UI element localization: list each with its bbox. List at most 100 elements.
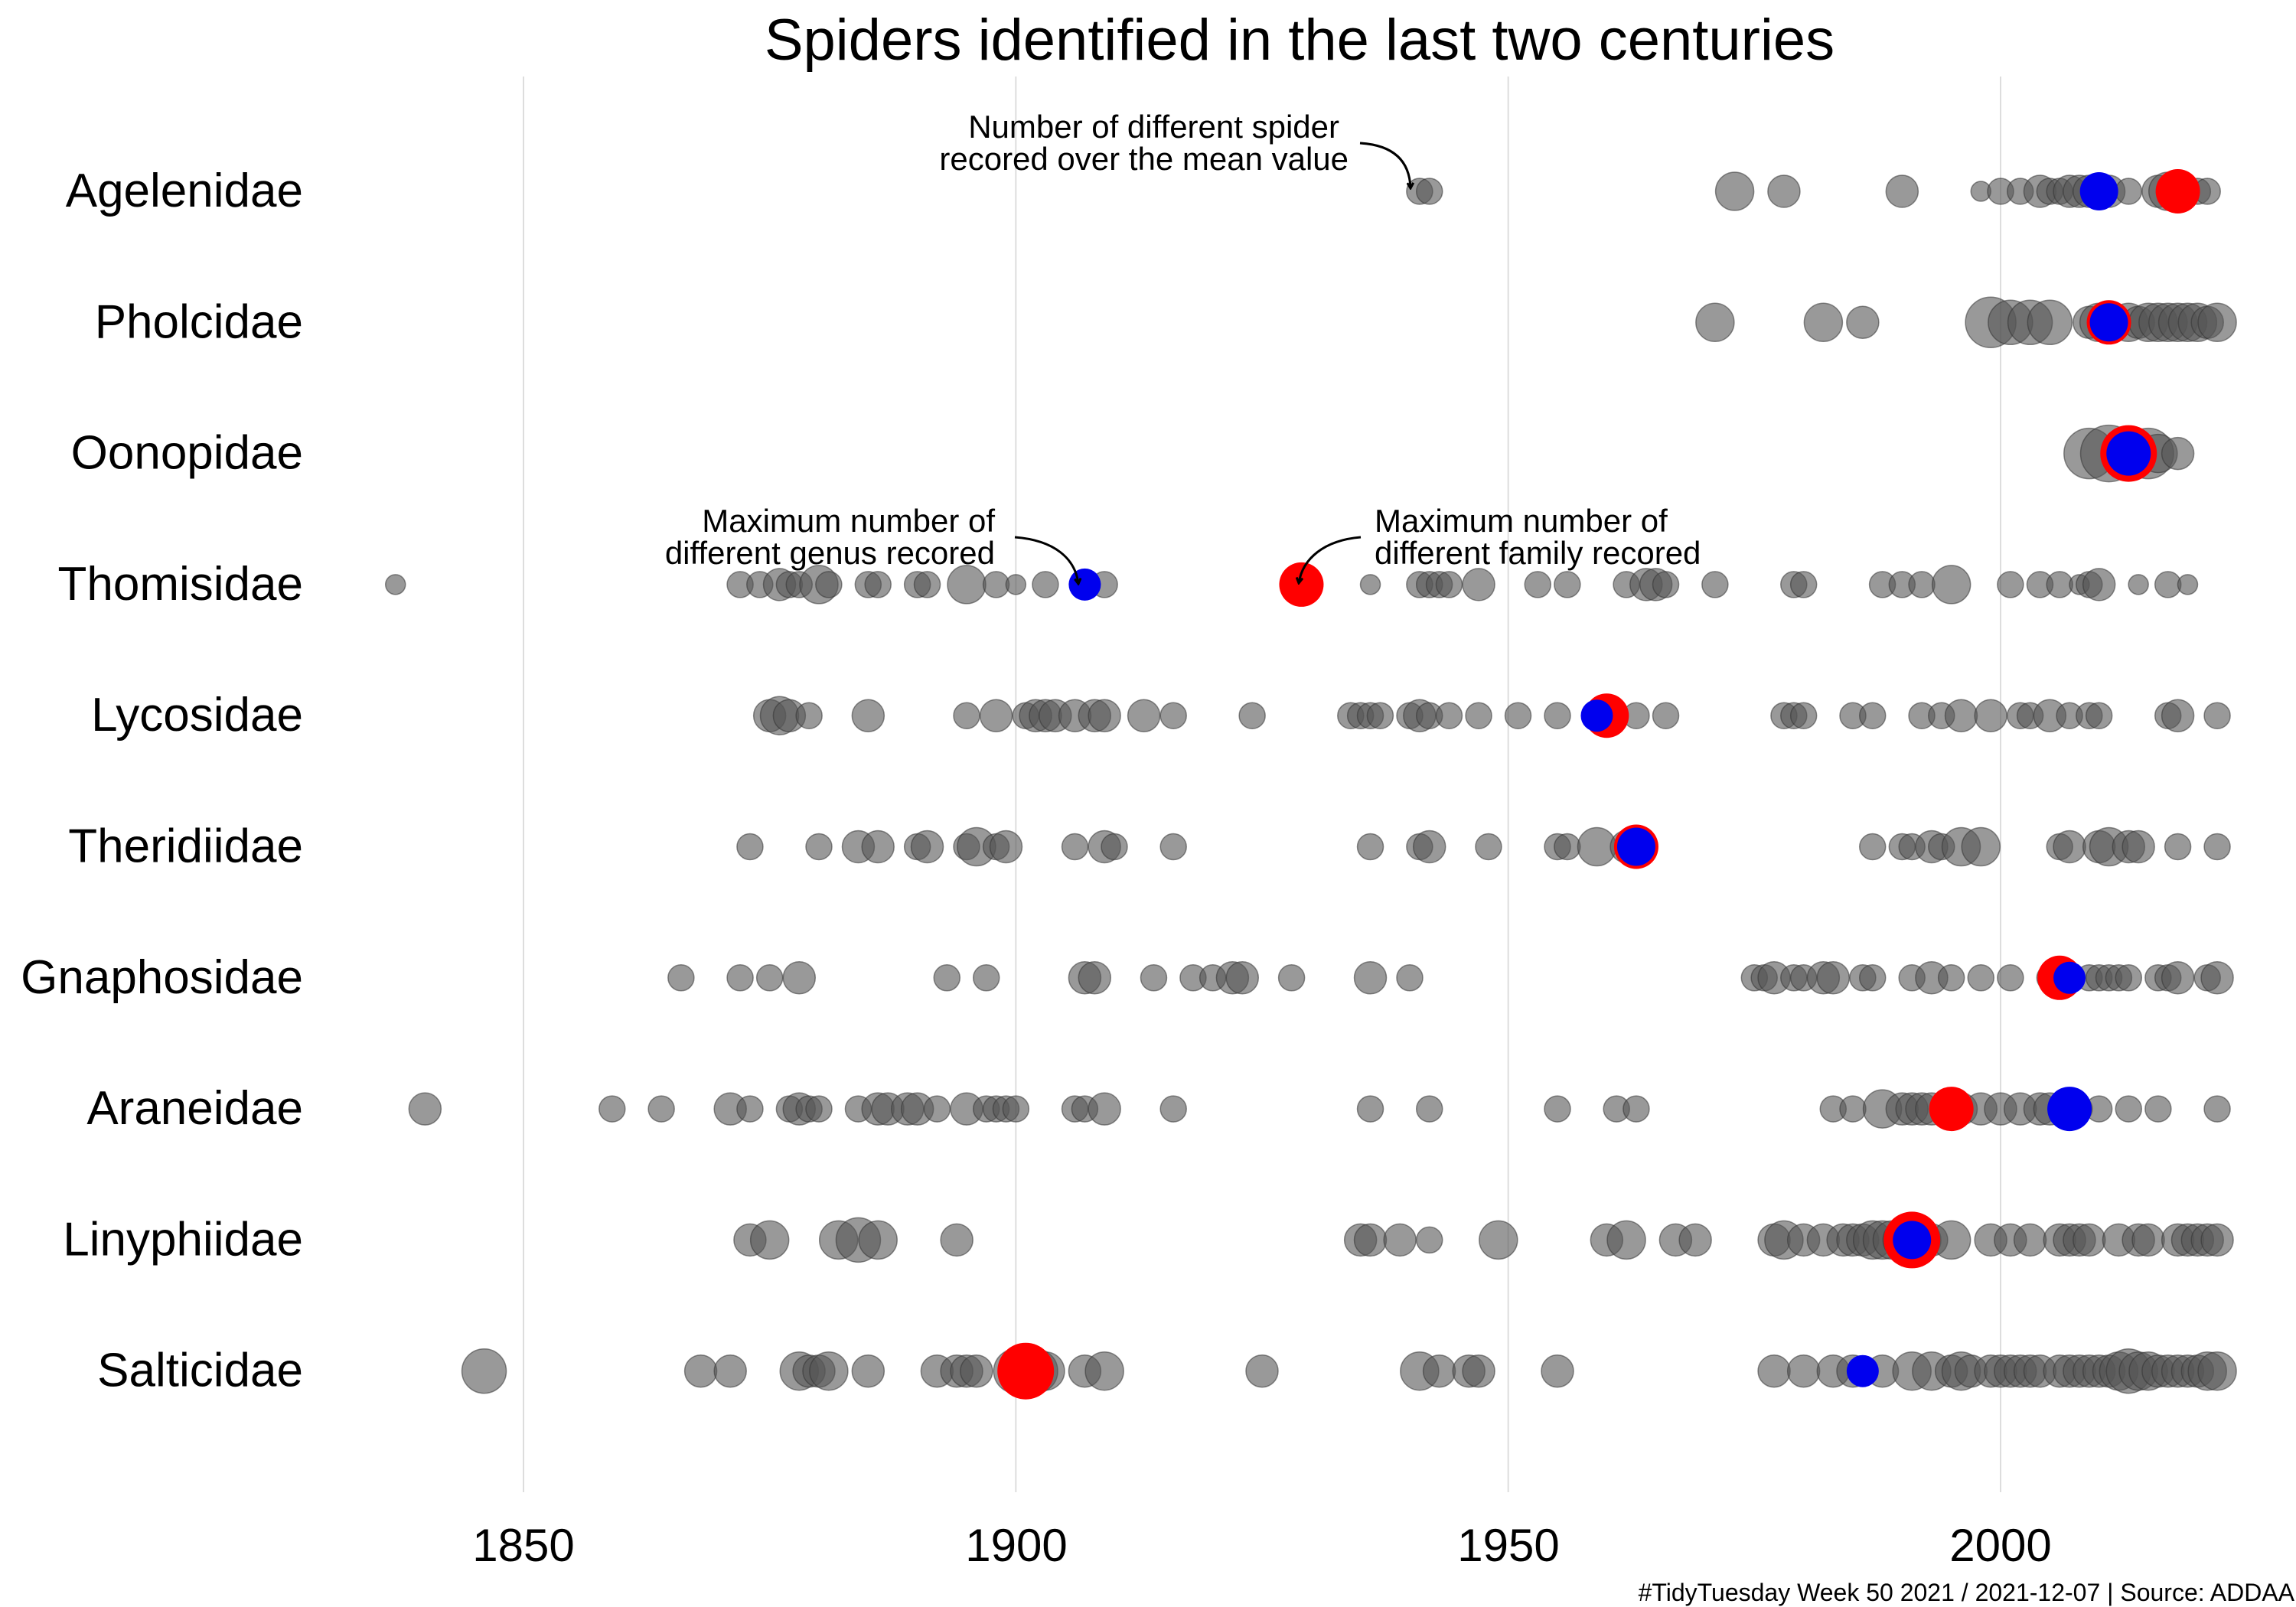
data-point xyxy=(960,1354,993,1388)
data-point xyxy=(2027,299,2073,346)
chart-caption: #TidyTuesday Week 50 2021 / 2021-12-07 |… xyxy=(1639,1579,2295,1606)
annotation-line: Maximum number of xyxy=(1375,503,1668,539)
data-point xyxy=(1078,961,1112,995)
data-point xyxy=(1159,702,1187,729)
data-point xyxy=(933,964,961,992)
annotation-line: different genus recored xyxy=(665,535,995,571)
max-family-point xyxy=(997,1342,1055,1400)
family-label: Gnaphosidae xyxy=(21,951,303,1004)
annotation-arrow xyxy=(1359,142,1411,188)
data-point xyxy=(1997,571,2024,598)
data-point xyxy=(2200,961,2234,995)
annotation-arrow xyxy=(1014,536,1078,584)
max-family-point xyxy=(1279,562,1324,607)
data-point xyxy=(2177,574,2199,595)
data-point xyxy=(2200,1223,2234,1257)
data-point xyxy=(1061,833,1089,861)
max-genus-point xyxy=(2089,303,2128,342)
data-point xyxy=(1353,1223,1388,1257)
data-point xyxy=(1554,833,1581,861)
data-point xyxy=(1757,1354,1791,1388)
family-label: Agelenidae xyxy=(66,165,303,217)
data-point xyxy=(1967,964,1995,992)
max-genus-point xyxy=(2106,431,2151,476)
data-point xyxy=(461,1348,507,1394)
data-point xyxy=(2085,702,2113,729)
data-point xyxy=(1846,305,1880,340)
data-point xyxy=(2161,699,2195,732)
data-point xyxy=(805,1095,833,1123)
data-point xyxy=(1396,964,1424,992)
data-point xyxy=(851,699,885,732)
data-point xyxy=(1714,171,1755,211)
data-point xyxy=(782,961,817,995)
max-genus-point xyxy=(1068,568,1101,601)
data-point xyxy=(864,571,892,598)
data-point xyxy=(1479,1220,1518,1260)
annotation-line: recored over the mean value xyxy=(939,141,1349,177)
data-point xyxy=(2122,830,2155,864)
data-point xyxy=(1858,964,1887,992)
data-point xyxy=(1652,571,1680,598)
data-point xyxy=(2164,833,2192,861)
max-family-point xyxy=(2155,169,2200,214)
data-point xyxy=(2115,964,2143,992)
data-point xyxy=(1415,1095,1443,1123)
data-point xyxy=(1353,961,1388,995)
data-point xyxy=(2197,302,2237,343)
data-point xyxy=(2161,961,2195,995)
data-point xyxy=(647,1095,675,1123)
data-point xyxy=(1997,964,2024,992)
data-point xyxy=(982,571,1010,598)
data-point xyxy=(1159,1095,1187,1123)
x-tick-label: 2000 xyxy=(1949,1520,2051,1571)
data-point xyxy=(726,964,754,992)
data-point xyxy=(1435,571,1463,598)
data-point xyxy=(1931,565,1971,605)
data-point xyxy=(736,833,764,861)
data-point xyxy=(1359,574,1381,595)
data-point xyxy=(809,1351,849,1391)
data-point xyxy=(1701,571,1729,598)
annotation-max-family: Maximum number of different family recor… xyxy=(1299,503,1701,583)
data-point xyxy=(1839,1095,1867,1123)
data-point xyxy=(1554,571,1581,598)
data-point xyxy=(1652,702,1680,729)
family-label: Thomisidae xyxy=(58,558,303,611)
family-labels: Agelenidae Pholcidae Oonopidae Thomisidae Ly… xyxy=(21,165,303,1397)
family-label: Araneidae xyxy=(86,1082,303,1135)
max-genus-point xyxy=(1893,1221,1932,1260)
data-point xyxy=(1383,1223,1417,1257)
family-label: Theridiidae xyxy=(68,820,303,873)
data-point xyxy=(953,702,980,729)
family-label: Oonopidae xyxy=(71,427,303,480)
data-point xyxy=(1544,1095,1571,1123)
data-point xyxy=(713,1354,747,1388)
data-point xyxy=(1974,699,2007,732)
data-point xyxy=(1462,1354,1495,1388)
data-point xyxy=(749,1220,790,1260)
x-tick-label: 1950 xyxy=(1457,1520,1559,1571)
data-point xyxy=(1366,702,1394,729)
data-point xyxy=(408,1092,442,1126)
data-point xyxy=(667,964,695,992)
data-point xyxy=(1695,302,1735,343)
annotation-line: different family recored xyxy=(1375,535,1701,571)
x-tick-label: 1850 xyxy=(472,1520,574,1571)
family-label: Salticidae xyxy=(97,1345,303,1397)
data-point xyxy=(1961,826,2001,867)
annotation-line: Number of different spider xyxy=(968,109,1339,145)
data-point xyxy=(815,571,843,598)
max-family-point xyxy=(1929,1087,1974,1132)
data-point xyxy=(1435,702,1463,729)
data-point xyxy=(1803,302,1844,343)
data-point xyxy=(1858,702,1887,729)
data-point xyxy=(1767,174,1801,208)
data-point xyxy=(1816,961,1851,995)
data-point xyxy=(1504,702,1532,729)
data-point xyxy=(2197,1351,2237,1391)
data-points xyxy=(384,169,2237,1400)
annotation-line: Maximum number of xyxy=(702,503,995,539)
data-point xyxy=(858,1220,898,1260)
data-point xyxy=(1127,699,1161,732)
